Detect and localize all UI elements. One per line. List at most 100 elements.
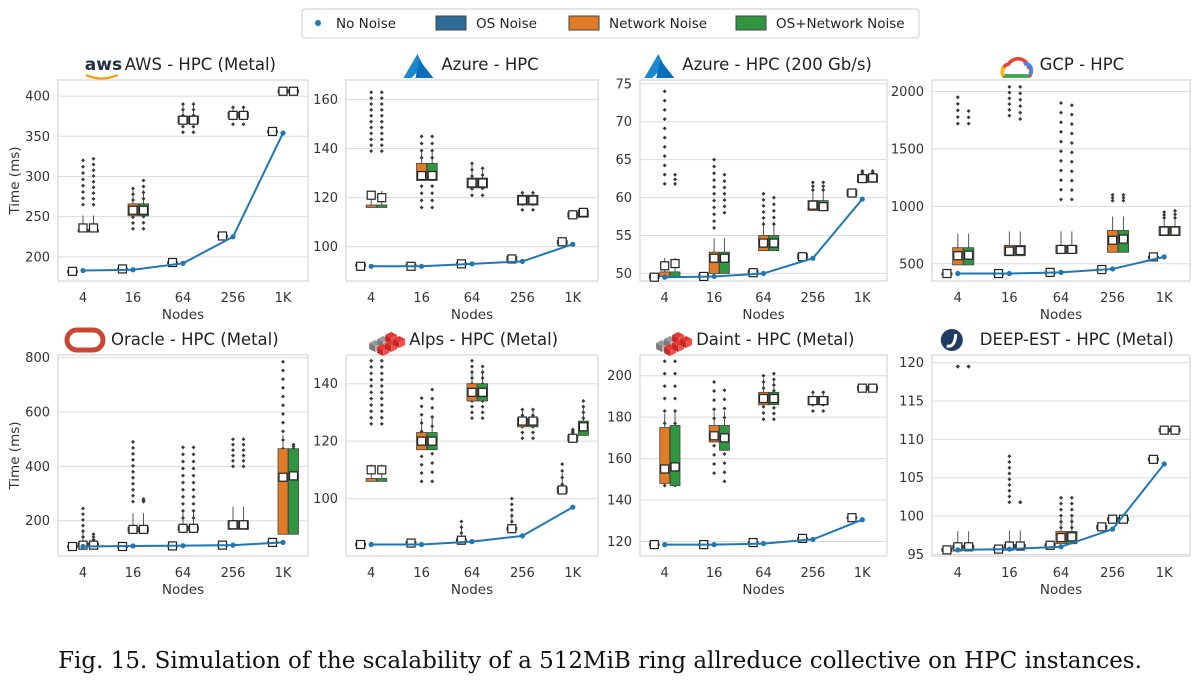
outlier-point [181,480,185,485]
outlier-point [369,102,374,107]
outlier-point [470,161,474,166]
outlier-point [191,515,196,520]
outlier-point [712,219,717,224]
outlier-point [662,163,667,168]
mean-marker [660,464,670,474]
outlier-point [470,375,474,380]
outlier-point [1018,91,1023,96]
panel-title: DEEP-EST - HPC (Metal) [980,330,1174,349]
mean-marker [557,485,567,495]
outlier-point [1059,525,1063,530]
panel-title: AWS - HPC (Metal) [125,55,276,74]
outlier-point [131,451,135,456]
outlier-point [419,155,424,160]
outlier-point [520,430,525,435]
outlier-point [966,115,971,120]
outlier-point [81,158,85,163]
mean-marker [178,115,188,125]
mean-marker [1056,244,1066,255]
y-tick-label: 120 [607,535,632,550]
outlier-point [810,180,815,185]
outlier-point [369,125,374,130]
y-tick-label: 400 [25,90,50,105]
y-tick-label: 2000 [891,85,924,100]
no-noise-point [1161,254,1167,260]
outlier-point [191,445,196,450]
outlier-point [520,190,525,195]
outlier-point [241,464,246,469]
outlier-point [712,198,717,203]
outlier-point [712,225,717,230]
outlier-point [369,149,374,154]
outlier-point [91,168,96,173]
outlier-point [379,377,384,382]
outlier-point [379,119,384,124]
outlier-point [771,383,776,388]
outlier-point [131,226,135,231]
outlier-point [379,409,384,414]
outlier-point [530,413,535,418]
mean-marker [748,268,758,278]
outlier-point [291,444,296,449]
outlier-point [480,166,485,171]
x-tick-label: 64 [464,566,481,581]
outlier-point [430,415,435,420]
mean-marker [128,205,138,215]
outlier-point [379,358,384,363]
no-noise-point [230,542,236,548]
azure-logo [403,54,434,78]
outlier-point [91,534,96,539]
outlier-point [662,181,667,186]
outlier-point [419,134,424,139]
outlier-point [131,186,135,191]
outlier-point [771,405,776,410]
outlier-point [1007,494,1012,499]
x-tick-label: 16 [413,566,430,581]
outlier-point [1069,122,1074,127]
outlier-point [771,215,776,220]
no-noise-point [570,241,576,247]
outlier-point [379,149,384,154]
outlier-point [379,131,384,136]
outlier-point [480,364,485,369]
outlier-point [81,506,85,511]
no-noise-point [180,260,186,266]
outlier-point [1018,104,1023,109]
outlier-point [430,470,435,475]
outlier-point [470,174,474,179]
y-tick-label: 1500 [891,142,924,157]
outlier-point [1059,120,1063,125]
y-tick-label: 120 [313,435,338,450]
mean-marker [456,535,467,545]
outlier-point [722,479,727,484]
outlier-point [1007,96,1012,101]
outlier-point [771,417,776,422]
outlier-point [722,415,727,420]
outlier-point [1069,501,1074,506]
y-tick-label: 70 [615,115,632,130]
outlier-point [509,508,514,513]
outlier-point [1059,158,1063,163]
mean-marker [808,395,818,406]
outlier-point [1018,97,1023,102]
box [277,448,289,535]
outlier-point [191,466,196,471]
y-tick-label: 400 [25,460,50,475]
legend-swatch-os-network-noise [735,15,767,31]
x-tick-label: 1K [1156,566,1173,581]
panel-title: Oracle - HPC (Metal) [111,330,279,349]
x-tick-label: 256 [510,566,535,581]
no-noise-point [570,504,576,510]
outlier-point [81,529,85,534]
mean-marker [427,170,437,181]
outlier-point [480,410,485,415]
outlier-point [1069,103,1074,108]
outlier-point [712,205,717,210]
outlier-point [241,442,246,447]
outlier-point [231,105,235,110]
outlier-point [771,411,776,416]
outlier-point [560,482,565,487]
outlier-point [1059,178,1063,183]
outlier-point [291,442,296,447]
outlier-point [281,385,285,390]
